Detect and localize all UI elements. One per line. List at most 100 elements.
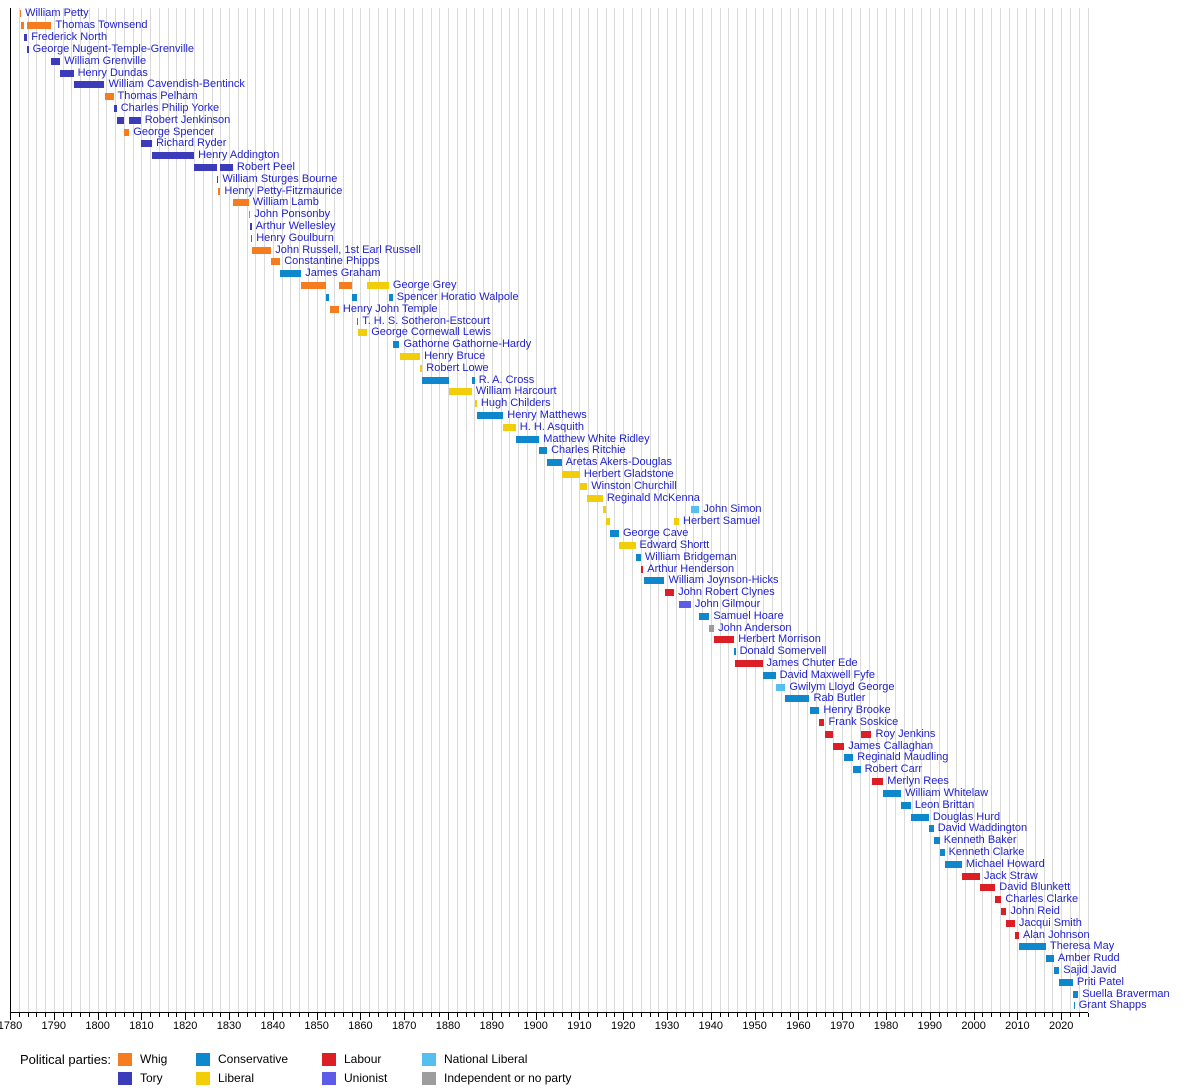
tenure-bar[interactable] <box>547 459 562 467</box>
tenure-bar[interactable] <box>252 246 272 254</box>
person-label[interactable]: Reginald McKenna <box>606 491 700 504</box>
tenure-bar[interactable] <box>104 93 114 101</box>
person-label[interactable]: Suella Braverman <box>1082 987 1170 1000</box>
person-label[interactable]: Winston Churchill <box>591 479 677 492</box>
person-label[interactable]: Arthur Henderson <box>647 562 735 575</box>
tenure-bar[interactable] <box>152 152 195 160</box>
tenure-bar[interactable] <box>329 305 339 313</box>
person-label[interactable]: Herbert Samuel <box>683 515 761 528</box>
person-label[interactable]: Henry Brooke <box>823 704 891 717</box>
tenure-bar[interactable] <box>833 742 845 750</box>
tenure-bar[interactable] <box>939 848 945 856</box>
tenure-bar[interactable] <box>392 341 400 349</box>
person-label[interactable]: Robert Jenkinson <box>144 113 231 126</box>
person-label[interactable]: Sajid Javid <box>1063 964 1117 976</box>
person-label[interactable]: Henry Matthews <box>507 408 587 421</box>
tenure-bar[interactable] <box>871 778 884 786</box>
tenure-bar[interactable] <box>60 69 74 77</box>
tenure-bar[interactable] <box>399 352 420 360</box>
tenure-bar[interactable] <box>325 293 330 301</box>
tenure-bar[interactable] <box>579 482 588 490</box>
tenure-bar[interactable] <box>640 565 644 573</box>
person-label[interactable]: Rab Butler <box>813 692 866 705</box>
tenure-bar[interactable] <box>679 600 691 608</box>
person-label[interactable]: William Lamb <box>252 196 319 209</box>
person-label[interactable]: Robert Peel <box>236 160 295 173</box>
tenure-bar[interactable] <box>1046 955 1054 963</box>
tenure-bar[interactable] <box>995 896 1002 904</box>
tenure-bar[interactable] <box>24 34 28 41</box>
tenure-bar[interactable] <box>605 518 610 526</box>
person-label[interactable]: Robert Lowe <box>426 361 489 374</box>
tenure-bar[interactable] <box>844 754 854 762</box>
tenure-bar[interactable] <box>775 683 786 691</box>
tenure-bar[interactable] <box>367 282 389 289</box>
tenure-bar[interactable] <box>271 258 281 266</box>
person-label[interactable]: Thomas Pelham <box>117 90 198 103</box>
tenure-bar[interactable] <box>980 884 996 892</box>
tenure-bar[interactable] <box>709 624 715 632</box>
person-label[interactable]: Alan Johnson <box>1023 928 1090 941</box>
person-label[interactable]: Arthur Wellesley <box>255 220 336 232</box>
person-label[interactable]: Richard Ryder <box>156 137 227 150</box>
tenure-bar[interactable] <box>587 494 603 502</box>
tenure-bar[interactable] <box>1006 919 1015 927</box>
person-label[interactable]: John Robert Clynes <box>678 586 775 599</box>
tenure-bar[interactable] <box>248 211 251 219</box>
tenure-bar[interactable] <box>619 541 636 549</box>
tenure-bar[interactable] <box>1053 967 1060 974</box>
person-label[interactable]: George Nugent-Temple-Grenville <box>32 42 195 55</box>
person-label[interactable]: George Grey <box>392 279 457 291</box>
tenure-bar[interactable] <box>1073 1002 1075 1010</box>
person-label[interactable]: Grant Shapps <box>1078 999 1147 1012</box>
tenure-bar[interactable] <box>1072 990 1079 998</box>
person-label[interactable]: Henry Dundas <box>77 66 148 79</box>
tenure-bar[interactable] <box>539 447 548 455</box>
tenure-bar[interactable] <box>664 589 675 597</box>
tenure-bar[interactable] <box>21 22 25 30</box>
tenure-bar[interactable] <box>699 612 710 620</box>
person-label[interactable]: Leon Brittan <box>914 798 975 811</box>
tenure-bar[interactable] <box>471 376 475 384</box>
tenure-bar[interactable] <box>338 282 353 289</box>
person-label[interactable]: Edward Shortt <box>639 538 710 551</box>
person-label[interactable]: George Cornewall Lewis <box>371 326 492 339</box>
tenure-bar[interactable] <box>232 199 249 207</box>
person-label[interactable]: Spencer Horatio Walpole <box>396 290 519 303</box>
person-label[interactable]: Henry Goulburn <box>256 231 334 244</box>
tenure-bar[interactable] <box>735 660 763 667</box>
person-label[interactable]: Hugh Childers <box>480 397 551 410</box>
person-label[interactable]: Robert Carr <box>864 763 923 776</box>
tenure-bar[interactable] <box>853 766 861 774</box>
tenure-bar[interactable] <box>476 411 504 419</box>
person-label[interactable]: H. H. Asquith <box>519 420 584 433</box>
person-label[interactable]: John Simon <box>703 503 762 516</box>
person-label[interactable]: Henry Petty-Fitzmaurice <box>224 184 343 197</box>
tenure-bar[interactable] <box>51 57 61 65</box>
person-label[interactable]: Kenneth Baker <box>943 834 1017 847</box>
tenure-bar[interactable] <box>819 719 825 726</box>
tenure-bar[interactable] <box>609 530 619 537</box>
person-label[interactable]: Henry Bruce <box>424 349 486 362</box>
person-label[interactable]: Roy Jenkins <box>875 727 936 740</box>
tenure-bar[interactable] <box>124 128 130 136</box>
person-label[interactable]: William Bridgeman <box>644 550 737 563</box>
tenure-bar[interactable] <box>280 270 302 278</box>
person-label[interactable]: John Ponsonby <box>254 208 331 221</box>
person-label[interactable]: Frank Soskice <box>828 716 899 728</box>
tenure-bar[interactable] <box>129 116 141 124</box>
person-label[interactable]: William Whitelaw <box>905 786 989 799</box>
tenure-bar[interactable] <box>910 813 929 821</box>
tenure-bar[interactable] <box>901 801 911 809</box>
person-label[interactable]: William Joynson-Hicks <box>668 574 779 587</box>
tenure-bar[interactable] <box>860 730 872 738</box>
tenure-bar[interactable] <box>561 471 580 478</box>
tenure-bar[interactable] <box>503 423 516 431</box>
tenure-bar[interactable] <box>217 175 219 183</box>
tenure-bar[interactable] <box>449 388 472 396</box>
person-label[interactable]: Jack Straw <box>984 869 1038 882</box>
person-label[interactable]: Priti Patel <box>1076 975 1124 988</box>
tenure-bar[interactable] <box>422 376 450 384</box>
tenure-bar[interactable] <box>928 825 934 833</box>
person-label[interactable]: Henry Addington <box>198 149 280 162</box>
